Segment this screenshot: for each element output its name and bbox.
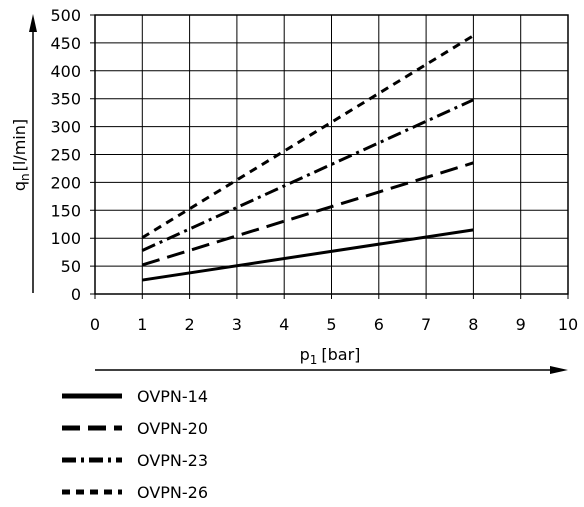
series-line-ovpn-23	[141, 98, 475, 252]
legend: OVPN-14 OVPN-20 OVPN-23 OVPN-26	[62, 387, 208, 502]
series-layer	[141, 34, 475, 282]
y-tick-label: 350	[50, 90, 81, 109]
y-tick-label: 150	[50, 201, 81, 220]
x-tick-label: 10	[558, 315, 578, 334]
x-axis-label-main: p	[300, 345, 310, 364]
x-axis-arrow	[95, 366, 568, 374]
y-tick-label: 0	[71, 285, 81, 304]
x-tick-label: 0	[90, 315, 100, 334]
series-line-ovpn-14	[142, 228, 474, 282]
y-tick-label: 50	[61, 257, 81, 276]
x-tick-label: 9	[516, 315, 526, 334]
x-tick-label: 7	[421, 315, 431, 334]
y-tick-label: 400	[50, 62, 81, 81]
series-line-ovpn-26	[141, 34, 475, 239]
y-tick-label: 100	[50, 229, 81, 248]
series-line-ovpn-20	[141, 161, 474, 267]
x-tick-label: 3	[232, 315, 242, 334]
x-tick-label: 1	[137, 315, 147, 334]
x-axis-label: p1 [bar]	[300, 345, 361, 367]
plot-frame	[94, 14, 569, 295]
grid	[90, 14, 569, 299]
y-tick-label: 300	[50, 118, 81, 137]
x-tick-label: 2	[185, 315, 195, 334]
legend-label: OVPN-23	[137, 451, 208, 470]
y-axis-label: qn[l/min]	[10, 119, 32, 191]
legend-label: OVPN-20	[137, 419, 208, 438]
y-axis-label-main: q	[10, 181, 29, 191]
tick-labels: 0 1 2 3 4 5 6 7 8 9 100501001502002503003504004505…	[50, 6, 578, 334]
y-tick-label: 500	[50, 6, 81, 25]
legend-label: OVPN-14	[137, 387, 208, 406]
x-axis-label-sub: 1	[310, 353, 318, 367]
x-tick-label: 8	[468, 315, 478, 334]
legend-label: OVPN-26	[137, 483, 208, 502]
y-axis-label-unit: [l/min]	[10, 119, 29, 172]
y-tick-label: 200	[50, 173, 81, 192]
x-axis-label-unit: [bar]	[321, 345, 360, 364]
y-tick-label: 450	[50, 34, 81, 53]
y-axis-arrow	[29, 14, 37, 293]
x-tick-label: 5	[326, 315, 336, 334]
x-tick-label: 6	[374, 315, 384, 334]
x-tick-label: 4	[279, 315, 289, 334]
y-axis-label-sub: n	[18, 173, 32, 181]
axes	[94, 14, 569, 295]
y-tick-label: 250	[50, 146, 81, 165]
